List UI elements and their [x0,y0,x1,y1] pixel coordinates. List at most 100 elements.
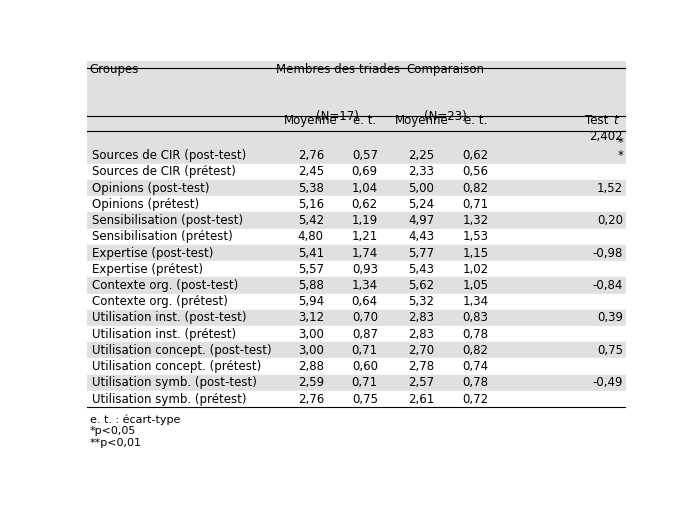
Bar [87,342,626,359]
Text: 5,43: 5,43 [409,263,434,276]
Text: 0,87: 0,87 [351,328,378,341]
Text: *p<0,05: *p<0,05 [90,426,136,436]
Text: 1,53: 1,53 [462,230,489,243]
Text: 5,38: 5,38 [298,182,324,195]
Text: -0,49: -0,49 [593,376,623,389]
Text: (N=17): (N=17) [317,110,359,123]
Text: Utilisation concept. (post-test): Utilisation concept. (post-test) [93,344,272,357]
Text: Utilisation inst. (post-test): Utilisation inst. (post-test) [93,311,247,325]
Bar [87,375,626,391]
Text: 1,34: 1,34 [462,295,489,308]
Text: 5,00: 5,00 [409,182,434,195]
Text: 2,33: 2,33 [409,166,434,178]
Text: Utilisation symb. (post-test): Utilisation symb. (post-test) [93,376,258,389]
Text: Opinions (post-test): Opinions (post-test) [93,182,210,195]
Text: Contexte org. (prétest): Contexte org. (prétest) [93,295,228,308]
Text: 1,34: 1,34 [351,279,378,292]
Text: -0,84: -0,84 [593,279,623,292]
Text: Utilisation symb. (prétest): Utilisation symb. (prétest) [93,393,247,405]
Text: 2,76: 2,76 [298,149,324,162]
Text: t: t [613,114,617,128]
Text: 2,78: 2,78 [409,360,434,373]
Bar [87,391,626,407]
Text: 0,93: 0,93 [351,263,378,276]
Bar [87,212,626,229]
Text: (N=23): (N=23) [425,110,467,123]
Bar [87,245,626,261]
Text: 1,21: 1,21 [351,230,378,243]
Text: 2,70: 2,70 [409,344,434,357]
Text: 2,61: 2,61 [409,393,434,405]
Text: 3,00: 3,00 [298,328,324,341]
Text: 0,39: 0,39 [597,311,623,325]
Text: Membres des triades: Membres des triades [276,63,400,76]
Bar [87,180,626,196]
Text: 5,62: 5,62 [409,279,434,292]
Text: 0,57: 0,57 [351,149,378,162]
Text: 1,74: 1,74 [351,246,378,260]
Text: 0,71: 0,71 [351,376,378,389]
Text: 5,41: 5,41 [298,246,324,260]
Text: Utilisation concept. (prétest): Utilisation concept. (prétest) [93,360,262,373]
Text: Moyenne: Moyenne [284,114,338,128]
Text: 0,64: 0,64 [351,295,378,308]
Text: 5,42: 5,42 [298,214,324,227]
Text: e. t.: e. t. [464,114,487,128]
Text: 0,78: 0,78 [462,328,489,341]
Text: 0,82: 0,82 [462,182,489,195]
Text: 0,69: 0,69 [351,166,378,178]
Text: 4,43: 4,43 [409,230,434,243]
Text: Sensibilisation (prétest): Sensibilisation (prétest) [93,230,233,243]
Text: 1,02: 1,02 [462,263,489,276]
Text: 0,62: 0,62 [462,149,489,162]
Text: 4,97: 4,97 [409,214,434,227]
Text: 5,88: 5,88 [298,279,324,292]
Bar [87,310,626,326]
Text: Contexte org. (post-test): Contexte org. (post-test) [93,279,239,292]
Bar [87,229,626,245]
Text: 5,77: 5,77 [409,246,434,260]
Text: 2,25: 2,25 [409,149,434,162]
Text: 4,80: 4,80 [298,230,324,243]
Text: 0,20: 0,20 [597,214,623,227]
Bar [87,148,626,164]
Text: Expertise (post-test): Expertise (post-test) [93,246,214,260]
Bar [87,196,626,212]
Text: *: * [617,149,623,162]
Text: Expertise (prétest): Expertise (prétest) [93,263,203,276]
Text: Comparaison: Comparaison [406,63,484,76]
Text: 1,15: 1,15 [462,246,489,260]
Text: *: * [617,136,623,149]
Text: Opinions (prétest): Opinions (prétest) [93,198,200,211]
Text: Sensibilisation (post-test): Sensibilisation (post-test) [93,214,244,227]
Text: **p<0,01: **p<0,01 [90,438,142,448]
Text: 5,57: 5,57 [298,263,324,276]
Text: 2,76: 2,76 [298,393,324,405]
Text: 1,19: 1,19 [351,214,378,227]
Text: 2,45: 2,45 [298,166,324,178]
Bar [87,326,626,342]
Text: Utilisation inst. (prétest): Utilisation inst. (prétest) [93,328,237,341]
Text: 0,71: 0,71 [351,344,378,357]
Text: -0,98: -0,98 [593,246,623,260]
Text: 0,56: 0,56 [462,166,489,178]
Text: 2,57: 2,57 [409,376,434,389]
Text: e. t. : écart-type: e. t. : écart-type [90,414,180,425]
Bar [87,261,626,277]
Bar [87,359,626,375]
Text: 3,12: 3,12 [298,311,324,325]
Text: 0,60: 0,60 [351,360,378,373]
Text: 0,75: 0,75 [351,393,378,405]
Text: 1,32: 1,32 [462,214,489,227]
Text: 0,82: 0,82 [462,344,489,357]
Text: 0,74: 0,74 [462,360,489,373]
Text: Groupes: Groupes [90,63,139,76]
Text: Sources de CIR (prétest): Sources de CIR (prétest) [93,166,236,178]
Text: 2,88: 2,88 [298,360,324,373]
Text: e. t.: e. t. [353,114,377,128]
Text: 0,70: 0,70 [351,311,378,325]
Text: 0,83: 0,83 [462,311,489,325]
Text: 5,24: 5,24 [409,198,434,211]
Text: 2,83: 2,83 [409,311,434,325]
Bar [87,277,626,294]
